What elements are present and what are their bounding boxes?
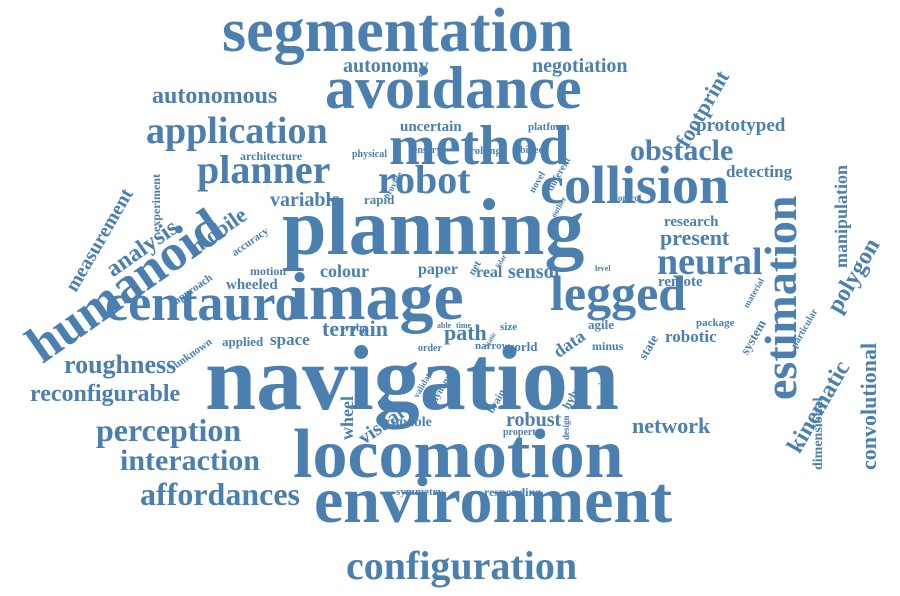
word-manipulation: manipulation [831, 164, 851, 268]
word-interaction: interaction [120, 444, 260, 477]
word-responding: responding [484, 485, 542, 499]
word-rpbp: rpbp [345, 322, 369, 334]
word-time: time [456, 321, 472, 330]
word-network: network [632, 413, 711, 438]
word-wheeled: wheeled [226, 277, 278, 293]
word-space: space [270, 330, 310, 349]
word-symmetry: symmetry [396, 486, 444, 498]
word-sensor: sensor [508, 261, 563, 283]
word-order: order [418, 343, 442, 354]
word-biped: biped [520, 145, 544, 156]
word-method: method [389, 115, 570, 177]
word-obstacle: obstacle [630, 134, 734, 167]
word-level: level [595, 264, 611, 273]
word-rolling: rolling [470, 145, 501, 157]
word-robust: robust [506, 409, 562, 431]
word-perception: perception [96, 412, 242, 448]
word-centauro: centauro [105, 275, 301, 332]
word-reconfigurable: reconfigurable [30, 381, 181, 407]
word-neural: neural [657, 241, 763, 283]
word-colour: colour [320, 261, 369, 281]
word-property: property [503, 427, 541, 438]
word-applied: applied [222, 334, 264, 349]
word-robotic: robotic [665, 327, 717, 346]
word-application: application [146, 110, 328, 152]
word-legged: legged [550, 265, 687, 321]
word-sensory: sensory [409, 145, 442, 156]
word-package: package [696, 317, 735, 329]
word-configuration: configuration [346, 543, 578, 588]
word-planner: planner [197, 147, 331, 192]
word-avoidance: avoidance [325, 55, 582, 121]
word-remote: remote [658, 274, 703, 290]
word-variable: variable [270, 189, 340, 211]
word-world: world [505, 339, 538, 354]
word-rapid: rapid [364, 192, 395, 207]
word-environment: environment [314, 464, 673, 537]
word-platform: platform [528, 121, 570, 133]
word-architecture: architecture [240, 149, 303, 163]
word-convolutional: convolutional [856, 342, 881, 470]
word-prototyped: prototyped [696, 115, 786, 136]
word-paper: paper [418, 261, 458, 278]
word-path: path [444, 320, 487, 345]
word-navigation: navigation [205, 327, 620, 429]
word-real: real [476, 264, 503, 281]
word-segmentation: segmentation [222, 0, 574, 65]
word-dimensional: dimensional [811, 397, 826, 470]
word-negotiation: negotiation [532, 55, 628, 77]
word-research: research [664, 214, 719, 230]
word-motion: motion [250, 264, 286, 278]
word-roughness: roughness [64, 350, 177, 379]
word-robot: robot [378, 157, 471, 202]
word-wheel: wheel [337, 396, 357, 440]
word-collision: collision [540, 155, 730, 215]
word-affordances: affordances [140, 476, 300, 512]
word-narrow: narrow [475, 340, 510, 352]
word-state: state [635, 331, 662, 362]
word-autonomy: autonomy [343, 55, 429, 77]
word-capable: capable [386, 415, 432, 430]
word-design: design [561, 415, 571, 440]
word-minus: minus [592, 339, 624, 353]
word-image: image [290, 258, 464, 334]
word-present: present [660, 225, 730, 250]
word-autonomous: autonomous [152, 83, 278, 109]
word-various: various [597, 369, 607, 398]
word-planning: planning [282, 184, 585, 272]
word-agile: agile [588, 317, 614, 332]
word-able: able [437, 321, 452, 330]
word-detecting: detecting [726, 162, 793, 181]
word-locomotion: locomotion [293, 416, 624, 493]
word-control: control [614, 193, 642, 203]
word-terrain: terrain [322, 316, 388, 341]
word-uncertain: uncertain [400, 119, 462, 135]
word-physical: physical [352, 149, 388, 160]
word-estimation: estimation [755, 195, 806, 400]
word-size: size [500, 321, 518, 333]
